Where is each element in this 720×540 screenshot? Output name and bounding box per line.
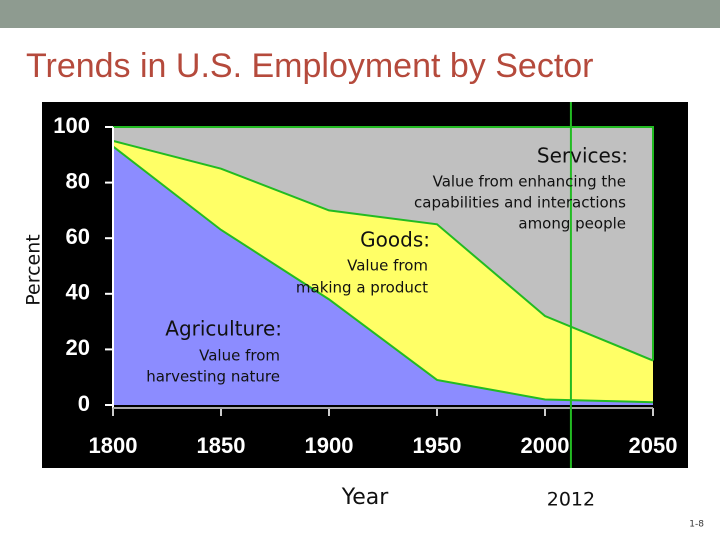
y-tick-label: 80	[66, 168, 90, 193]
series-description: harvesting nature	[146, 368, 280, 386]
x-tick-label: 1950	[413, 433, 462, 458]
series-description: among people	[518, 215, 626, 233]
y-tick-label: 20	[66, 335, 90, 360]
series-description: Value from	[199, 347, 280, 365]
area	[113, 140, 653, 403]
area	[113, 146, 653, 405]
y-tick-label: 40	[66, 280, 90, 305]
x-tick-label: 2000	[521, 433, 570, 458]
vertical-marker-label: 2012	[547, 489, 595, 511]
area	[113, 127, 653, 361]
top-bar	[0, 0, 720, 28]
x-tick-label: 1800	[89, 433, 138, 458]
series-description: Value from enhancing the	[433, 173, 626, 191]
series-description: making a product	[296, 279, 428, 297]
x-tick-label: 1900	[305, 433, 354, 458]
series-label: Services:	[537, 144, 628, 168]
slide-number: 1-8	[689, 520, 704, 530]
x-tick-label: 2050	[629, 433, 678, 458]
y-tick-label: 100	[53, 113, 90, 138]
boundary-line	[112, 139, 654, 362]
y-tick-label: 0	[78, 391, 90, 416]
y-tick-label: 60	[66, 224, 90, 249]
series-description: Value from	[347, 257, 428, 275]
boundary-line	[112, 145, 654, 404]
series-label: Goods:	[360, 228, 430, 252]
y-axis-label: Percent	[23, 234, 45, 306]
x-tick-label: 1850	[197, 433, 246, 458]
series-description: capabilities and interactions	[414, 194, 626, 212]
slide-title: Trends in U.S. Employment by Sector	[26, 47, 594, 85]
top-line	[113, 126, 654, 361]
series-label: Agriculture:	[165, 317, 282, 341]
x-axis-label: Year	[341, 485, 390, 510]
